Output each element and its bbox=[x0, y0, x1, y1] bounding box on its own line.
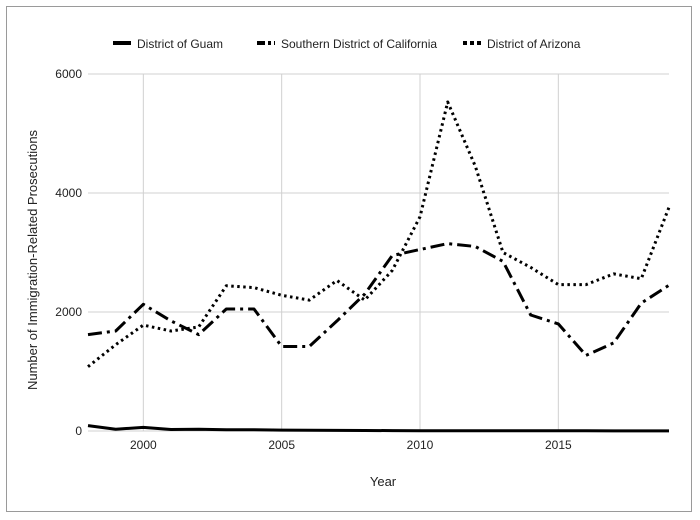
x-tick-label: 2000 bbox=[130, 438, 157, 452]
series-line-district-of-guam bbox=[87, 424, 669, 433]
axis-ticks: 0 2000 4000 6000 2000 2005 2010 2015 bbox=[55, 67, 572, 452]
x-axis-label: Year bbox=[370, 474, 397, 489]
x-tick-label: 2005 bbox=[268, 438, 295, 452]
y-tick-label: 0 bbox=[75, 424, 82, 438]
y-tick-label: 2000 bbox=[55, 305, 82, 319]
legend-label-district-of-guam: District of Guam bbox=[137, 37, 223, 51]
chart-legend: District of Guam Southern District of Cal… bbox=[113, 37, 581, 51]
legend-label-southern-district-of-california: Southern District of California bbox=[281, 37, 437, 51]
y-tick-label: 4000 bbox=[55, 186, 82, 200]
series-line-district-of-arizona bbox=[87, 100, 671, 368]
legend-label-district-of-arizona: District of Arizona bbox=[487, 37, 581, 51]
chart-grid bbox=[88, 73, 669, 432]
chart-frame: District of Guam Southern District of Cal… bbox=[6, 6, 692, 512]
series-line-southern-district-of-california bbox=[87, 242, 670, 357]
line-chart: District of Guam Southern District of Cal… bbox=[25, 37, 671, 489]
x-tick-label: 2015 bbox=[545, 438, 572, 452]
x-tick-label: 2010 bbox=[407, 438, 434, 452]
y-axis-label: Number of Immigration-Related Prosecutio… bbox=[25, 129, 40, 390]
series-layer bbox=[87, 100, 671, 433]
y-tick-label: 6000 bbox=[55, 67, 82, 81]
